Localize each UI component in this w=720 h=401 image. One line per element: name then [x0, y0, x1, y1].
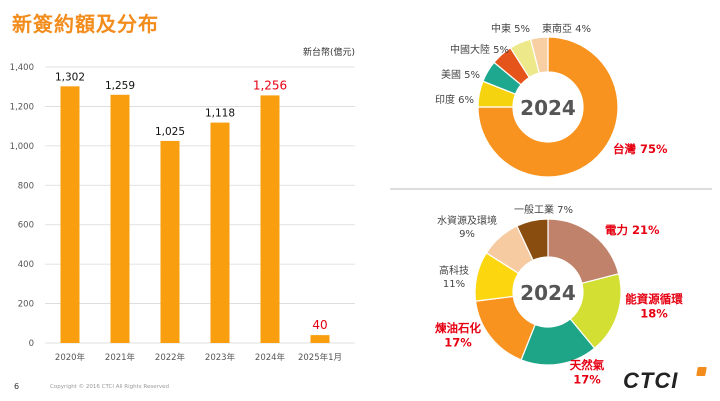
pie-slice-label-line: 煉油石化: [434, 321, 481, 335]
y-tick-label: 600: [18, 221, 34, 231]
pie-slice-label-line: 高科技: [439, 264, 469, 277]
y-tick-label: 200: [18, 300, 34, 310]
pie-slice-label-line: 水資源及環境: [437, 214, 497, 227]
y-tick-label: 800: [18, 181, 34, 191]
pie-slice-label: 中東 5%: [491, 22, 530, 35]
pie-slice-label: 高科技 11%: [439, 264, 469, 290]
pie-slice-label: 天然氣 17%: [570, 358, 605, 387]
x-tick-label: 2023年: [205, 352, 236, 363]
bar: [110, 94, 130, 343]
page-number: 6: [14, 382, 20, 391]
bar-value-label: 1,302: [55, 71, 85, 83]
pie-slice-label: 東南亞 4%: [542, 22, 591, 35]
pie-slice-label: 能資源循環 18%: [625, 292, 683, 321]
pie-slice-label-line: 17%: [444, 336, 472, 350]
pie-slice-label: 一般工業 7%: [514, 203, 573, 216]
y-tick-label: 1,400: [10, 63, 34, 73]
bar-chart: 0 200 400 600 800 1,000 1,200 1,400 1,302 2020年 1,…: [10, 63, 355, 363]
y-tick-label: 400: [18, 260, 34, 270]
pie-slice-label: 美國 5%: [441, 68, 480, 81]
company-logo: CTCI: [623, 368, 679, 393]
x-tick-label: 2025年1月: [298, 352, 342, 363]
bar: [210, 122, 230, 343]
pie-slice-label-line: 18%: [640, 307, 668, 321]
x-tick-label: 2020年: [55, 352, 86, 363]
pie-slice-label-line: 17%: [573, 373, 601, 387]
bar: [310, 335, 330, 343]
donut-hole: [513, 257, 583, 327]
donut-center-label: 2024: [520, 281, 576, 305]
pie-slice-label: 電力 21%: [605, 223, 660, 237]
unit-label: 新台幣(億元): [303, 46, 355, 58]
pie-slice-label: 台灣 75%: [613, 142, 668, 156]
page-title: 新簽約額及分布: [12, 12, 159, 36]
bar: [260, 95, 280, 343]
pie-slice-label: 煉油石化 17%: [434, 321, 481, 350]
logo-mark-icon: [696, 367, 707, 376]
x-tick-label: 2022年: [155, 352, 186, 363]
pie-slice-label-line: 9%: [459, 229, 475, 240]
bar-value-label: 1,025: [155, 126, 185, 138]
pie-slice-label: 印度 6%: [435, 93, 474, 106]
copyright-text: Copyright © 2016 CTCI All Rights Reserve…: [50, 384, 169, 390]
bar-value-label: 1,118: [205, 108, 235, 120]
bar-value-label: 1,256: [253, 78, 287, 92]
pie-slice-label: 中國大陸 5%: [450, 43, 509, 56]
pie-slice-label-line: 能資源循環: [625, 292, 683, 306]
region-pie-chart: 2024 台灣 75% 印度 6% 美國 5% 中國大陸 5% 中東 5% 東南亞 4%: [435, 22, 668, 178]
bar-value-label: 40: [312, 318, 327, 332]
x-tick-label: 2021年: [105, 352, 136, 363]
y-tick-label: 0: [29, 339, 34, 349]
pie-slice-label-line: 11%: [443, 279, 465, 290]
y-tick-label: 1,000: [10, 142, 34, 152]
donut-hole: [513, 72, 583, 142]
pie-slice-label: 水資源及環境 9%: [437, 214, 497, 240]
donut-center-label: 2024: [520, 96, 576, 120]
y-tick-label: 1,200: [10, 102, 34, 112]
x-tick-label: 2024年: [255, 352, 286, 363]
bar: [60, 86, 80, 343]
bar-value-label: 1,259: [105, 80, 135, 92]
pie-slice-label-line: 天然氣: [570, 358, 605, 372]
bar: [160, 140, 180, 343]
